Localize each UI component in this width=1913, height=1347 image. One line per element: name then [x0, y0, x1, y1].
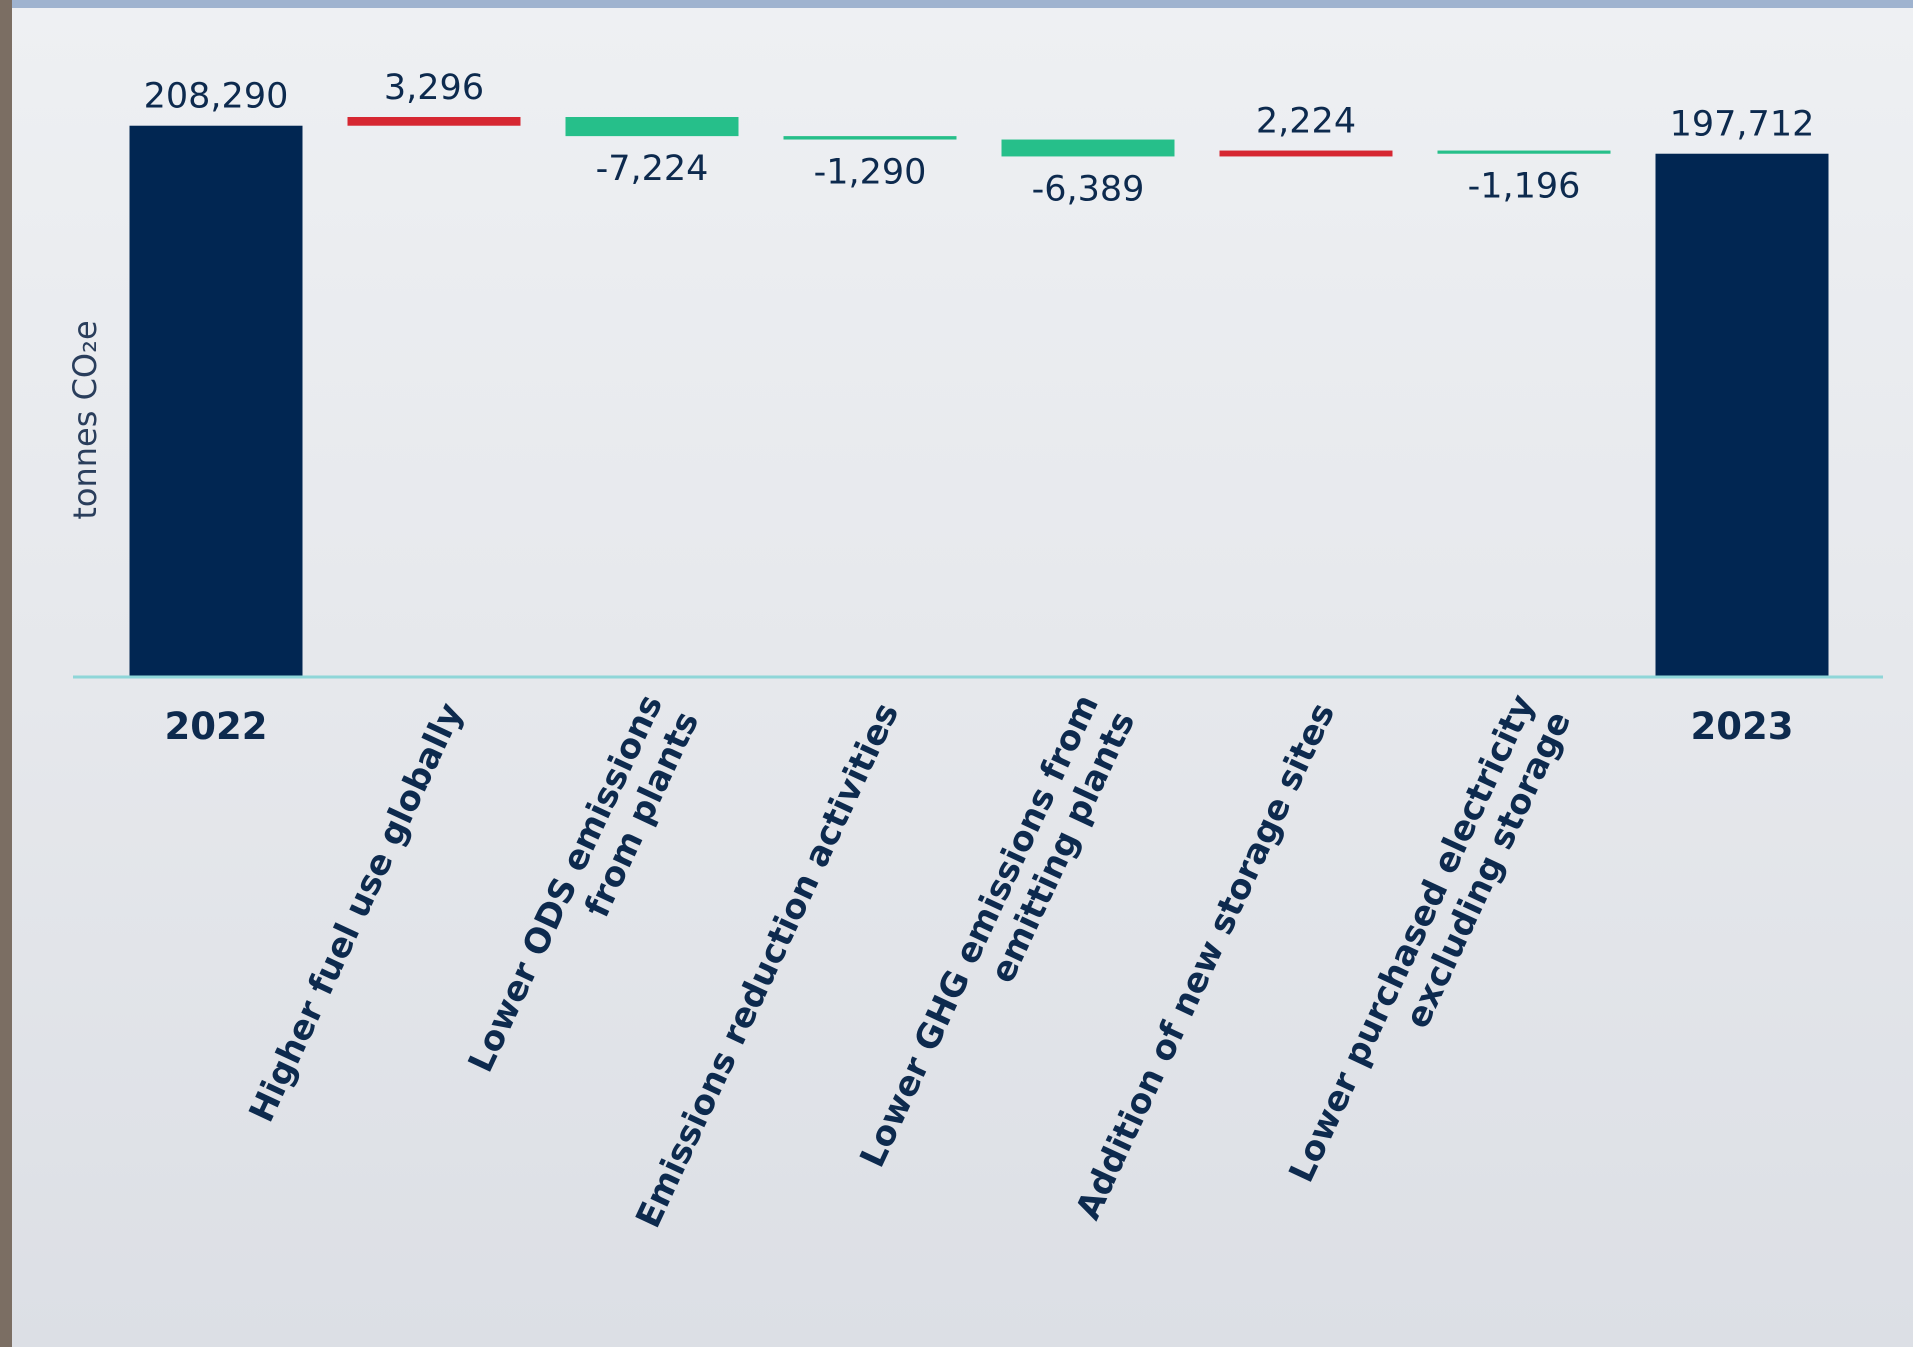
x-tick-label: 2023 [1691, 705, 1794, 748]
bar [565, 117, 739, 137]
value-label: -1,290 [814, 153, 927, 193]
bar [1437, 150, 1611, 154]
x-tick-label: 2022 [165, 705, 268, 748]
y-axis-label: tonnes CO₂e [66, 320, 104, 519]
value-label: 3,296 [384, 68, 484, 108]
value-label: 2,224 [1256, 102, 1356, 142]
bar [129, 125, 303, 677]
value-label: -7,224 [596, 149, 709, 189]
value-label: 208,290 [144, 77, 289, 117]
value-label: -6,389 [1032, 169, 1145, 209]
bar [1001, 139, 1175, 157]
top-edge [0, 0, 1913, 8]
bar [1219, 150, 1393, 157]
bar [783, 136, 957, 140]
bar [1655, 153, 1829, 677]
value-label: 197,712 [1670, 105, 1815, 145]
bar [347, 117, 521, 126]
value-label: -1,196 [1468, 167, 1581, 207]
left-edge [0, 0, 12, 1347]
